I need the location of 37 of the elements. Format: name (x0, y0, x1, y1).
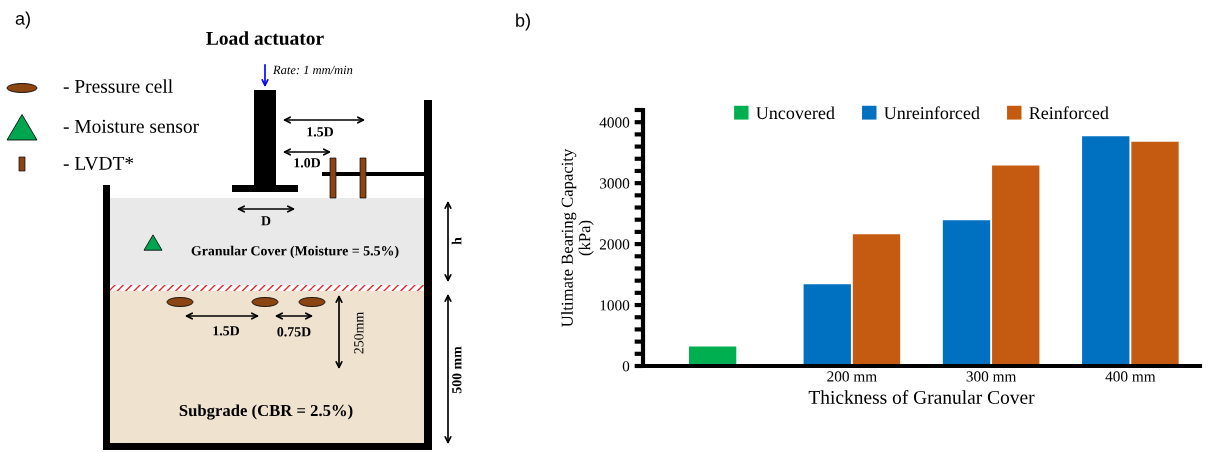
bar (852, 234, 901, 366)
bar (1131, 141, 1179, 366)
bar (803, 284, 851, 366)
text: 1.5D (307, 127, 334, 137)
x-axis-title: Thickness of Granular Cover (808, 390, 1035, 404)
y-tick-label: 3000 (599, 178, 630, 189)
text: Subgrade (CBR = 2.5%) (179, 404, 353, 420)
text: 1.5D (213, 326, 240, 336)
x-tick-label: 400 mm (1105, 371, 1156, 382)
text: Load actuator (206, 31, 324, 45)
y-tick-label: 2000 (599, 239, 630, 250)
legend-label: Reinforced (1029, 106, 1109, 120)
x-tick-label: 300 mm (966, 371, 1017, 382)
text: a) (15, 11, 30, 29)
y-tick-label: 4000 (599, 117, 630, 128)
text: D (261, 216, 271, 226)
bar (688, 346, 737, 366)
bar (992, 165, 1040, 366)
y-axis-title: Ultimate Bearing Capacity (kPa) (561, 148, 594, 327)
y-tick-label: 0 (622, 361, 630, 372)
x-tick-label: 200 mm (827, 371, 877, 382)
text: 500 mm (452, 346, 462, 394)
text: 250mm (354, 312, 364, 354)
bar (942, 220, 991, 366)
legend-label: Unreinforced (884, 106, 980, 120)
text: h (451, 237, 462, 245)
text: b) (516, 13, 530, 31)
text: 0.75D (277, 327, 311, 337)
text: Rate: 1 mm/min (272, 65, 353, 75)
bar (1082, 136, 1130, 366)
text: - LVDT* (63, 156, 134, 170)
legend-label: Uncovered (756, 106, 835, 120)
text: - Pressure cell (63, 79, 173, 93)
text: - Moisture sensor (63, 119, 199, 133)
text: 1.0D (294, 158, 321, 168)
text: Granular Cover (Moisture = 5.5%) (191, 245, 399, 259)
y-tick-label: 1000 (600, 300, 630, 311)
